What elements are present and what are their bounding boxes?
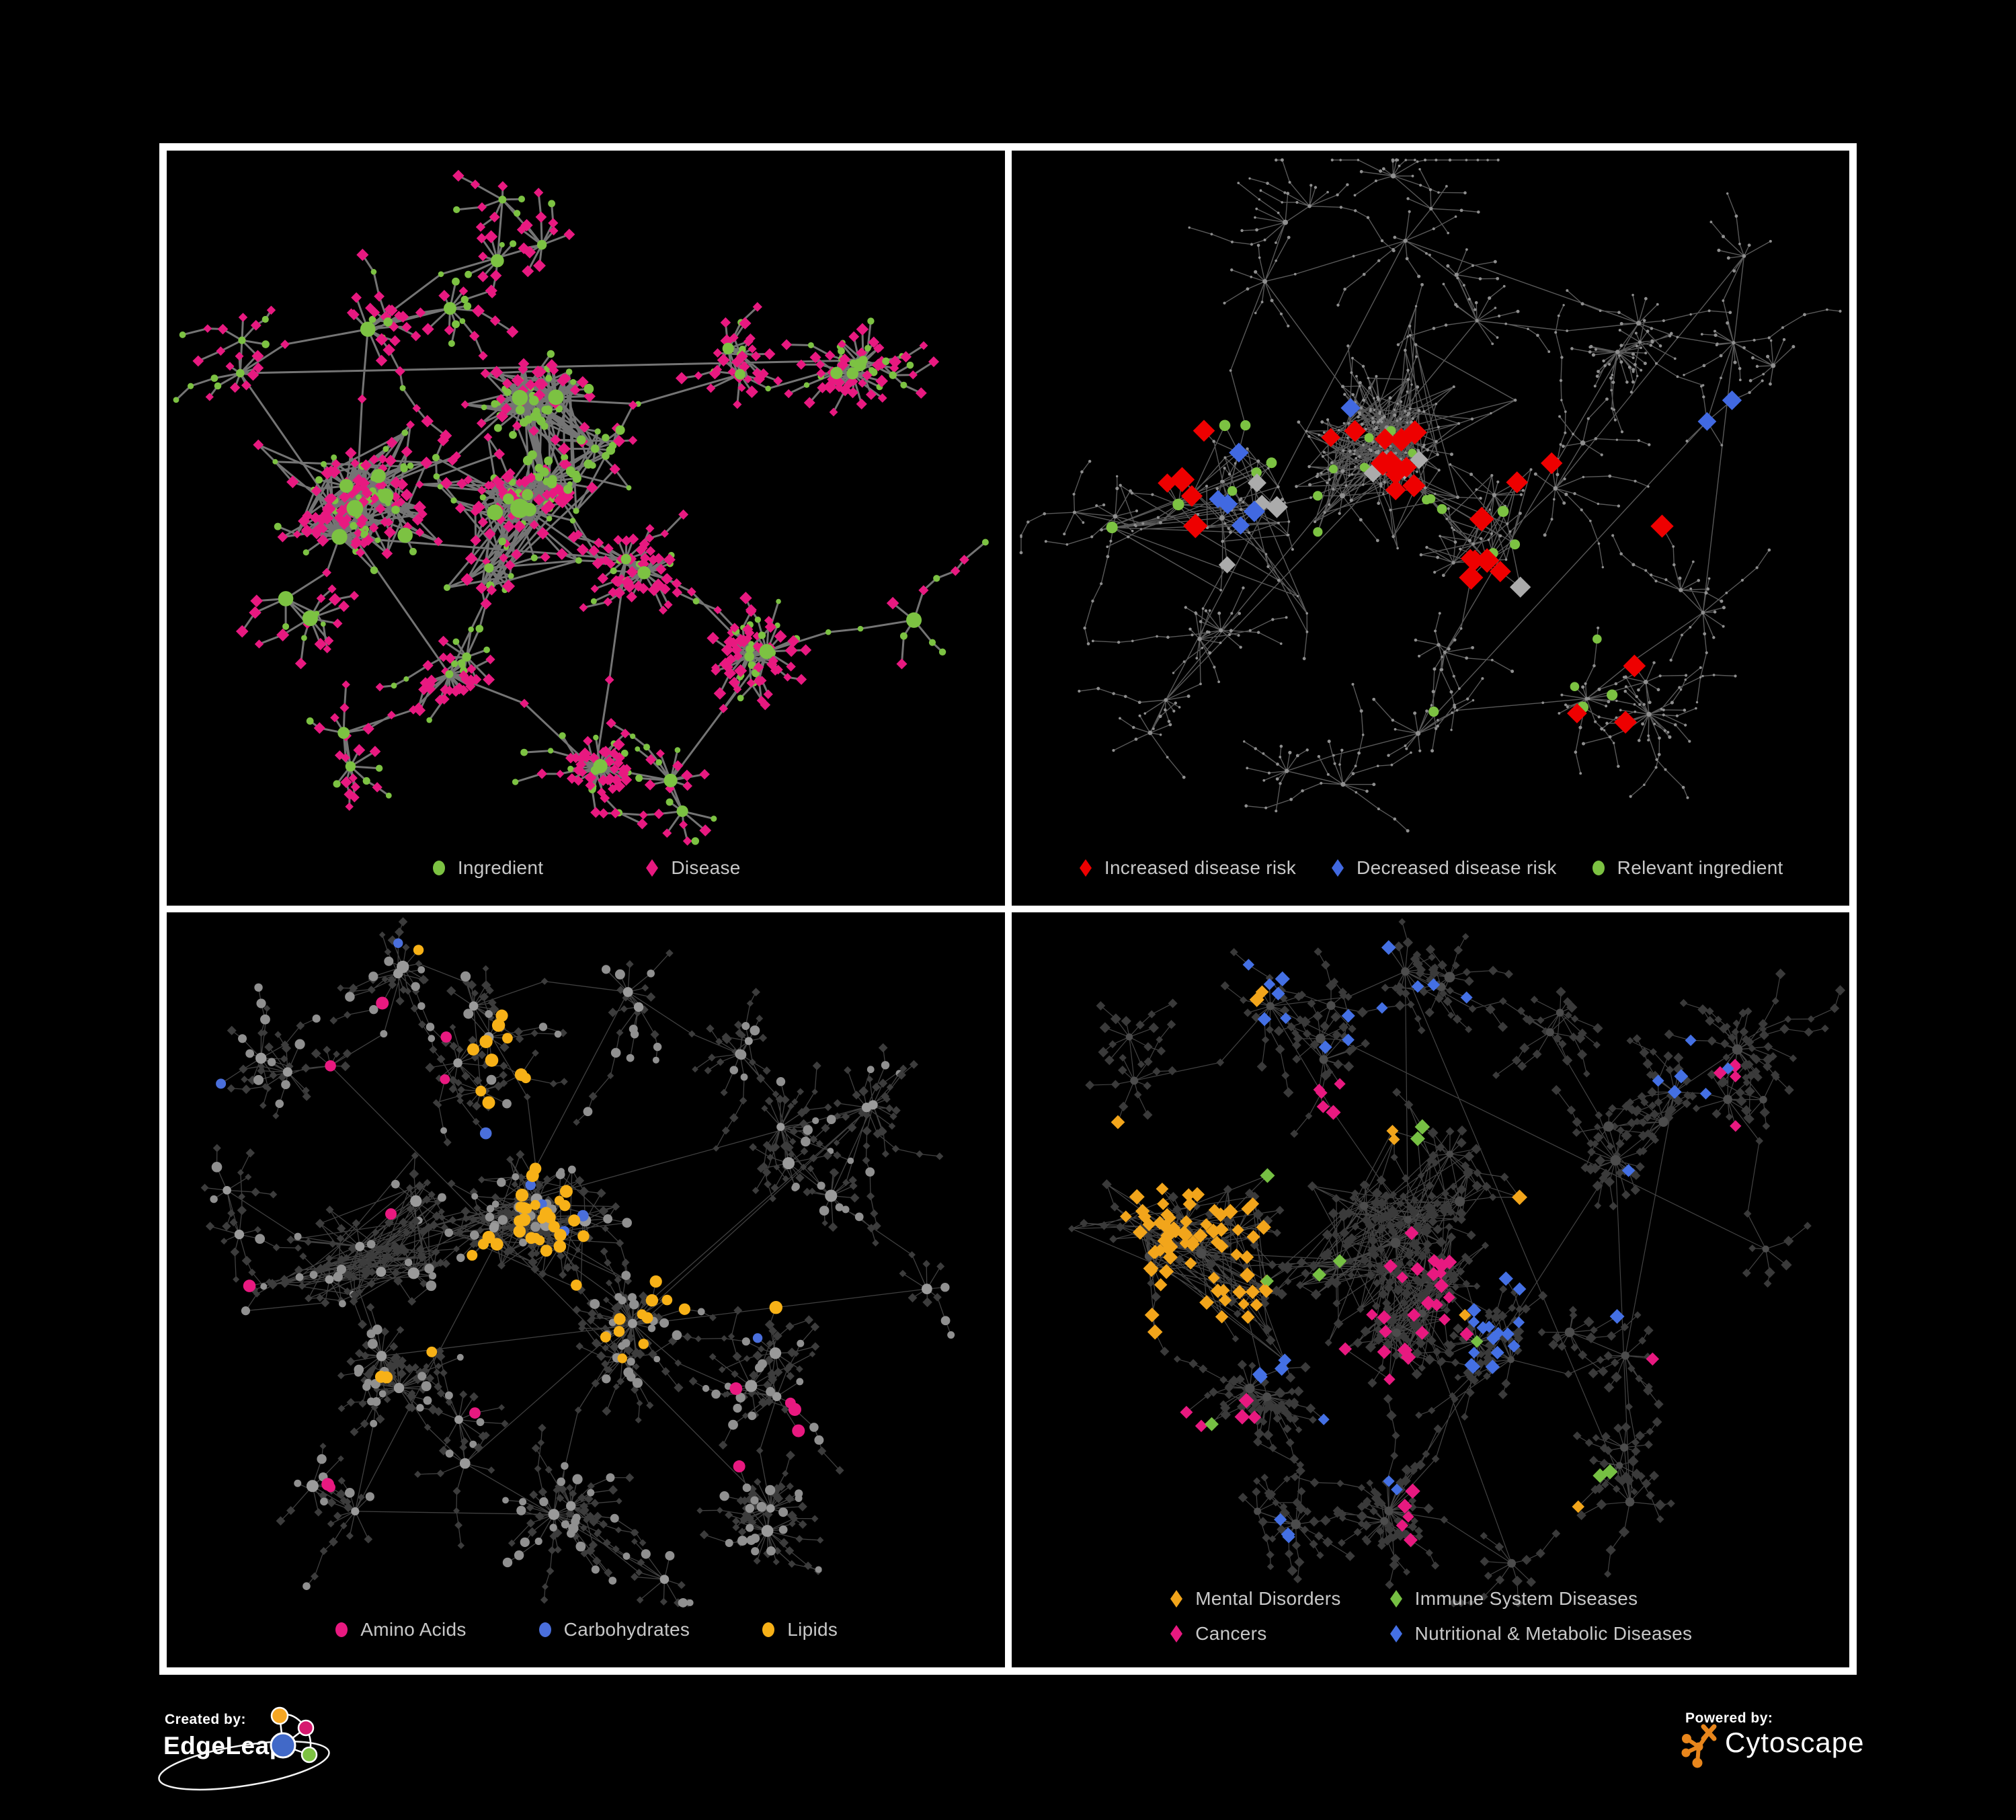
circle-marker-icon xyxy=(538,1622,551,1637)
legend-item: Lipids xyxy=(760,1619,838,1640)
legend: Amino Acids Carbohydrates Lipids xyxy=(167,1619,1005,1640)
diamond-marker-icon xyxy=(1170,1590,1183,1608)
legend-item: Immune System Diseases xyxy=(1388,1588,1638,1610)
circle-marker-icon xyxy=(432,861,445,875)
legend-item: Nutritional & Metabolic Diseases xyxy=(1388,1623,1693,1645)
panel-macronutrient-classes: Amino Acids Carbohydrates Lipids xyxy=(167,912,1005,1667)
legend-item: Cancers xyxy=(1168,1623,1266,1645)
legend-label: Relevant ingredient xyxy=(1617,857,1783,878)
legend-label: Cancers xyxy=(1195,1623,1267,1644)
legend-label: Nutritional & Metabolic Diseases xyxy=(1414,1623,1693,1644)
legend-label: Ingredient xyxy=(457,857,544,878)
panel-ingredient-disease: Ingredient Disease xyxy=(167,151,1005,906)
diamond-marker-icon xyxy=(1332,859,1344,877)
legend-label: Amino Acids xyxy=(360,1619,467,1640)
cytoscape-wordmark: Cytoscape xyxy=(1725,1727,1865,1758)
edgeleap-swoosh-icon xyxy=(158,1740,330,1791)
legend-label: Disease xyxy=(671,857,741,878)
circle-marker-icon xyxy=(335,1622,348,1637)
legend: Increased disease risk Decreased disease … xyxy=(1012,857,1850,879)
legend-label: Mental Disorders xyxy=(1195,1588,1341,1609)
legend-item: Amino Acids xyxy=(333,1619,466,1640)
legend-label: Increased disease risk xyxy=(1104,857,1297,878)
legend: Mental Disorders Immune System Diseases Ca… xyxy=(1012,1588,1850,1645)
network-graph xyxy=(1067,918,1845,1608)
panel-disease-classes: Mental Disorders Immune System Diseases Ca… xyxy=(1011,912,1850,1667)
panel-grid: Ingredient Disease Increased disease risk… xyxy=(159,143,1857,1675)
legend-item: Carbohydrates xyxy=(537,1619,690,1640)
circle-marker-icon xyxy=(762,1622,775,1637)
legend: Ingredient Disease xyxy=(167,857,1005,879)
diamond-marker-icon xyxy=(1170,1625,1183,1643)
diamond-marker-icon xyxy=(1389,1590,1402,1608)
created-by-label: Created by: xyxy=(165,1712,247,1727)
panel-disease-risk: Increased disease risk Decreased disease … xyxy=(1011,151,1850,906)
edgeleap-logo-icon xyxy=(270,1706,318,1764)
cytoscape-logo-icon xyxy=(1681,1724,1717,1768)
network-graph xyxy=(173,169,989,846)
diamond-marker-icon xyxy=(1389,1625,1402,1643)
legend-item: Decreased disease risk xyxy=(1330,857,1557,879)
legend-label: Decreased disease risk xyxy=(1357,857,1557,878)
network-graph xyxy=(200,917,955,1608)
legend-item: Increased disease risk xyxy=(1078,857,1296,879)
edgeleap-wordmark: EdgeLeap xyxy=(163,1732,285,1759)
network-graph xyxy=(1019,158,1842,833)
legend-label: Carbohydrates xyxy=(563,1619,690,1640)
legend-label: Immune System Diseases xyxy=(1414,1588,1638,1609)
diamond-marker-icon xyxy=(1079,859,1092,877)
powered-by-label: Powered by: xyxy=(1685,1710,1773,1726)
diamond-marker-icon xyxy=(646,859,659,877)
legend-item: Mental Disorders xyxy=(1168,1588,1340,1610)
legend-item: Ingredient xyxy=(431,857,544,879)
legend-label: Lipids xyxy=(787,1619,838,1640)
legend-item: Disease xyxy=(644,857,740,879)
circle-marker-icon xyxy=(1592,861,1605,875)
legend-item: Relevant ingredient xyxy=(1590,857,1783,879)
